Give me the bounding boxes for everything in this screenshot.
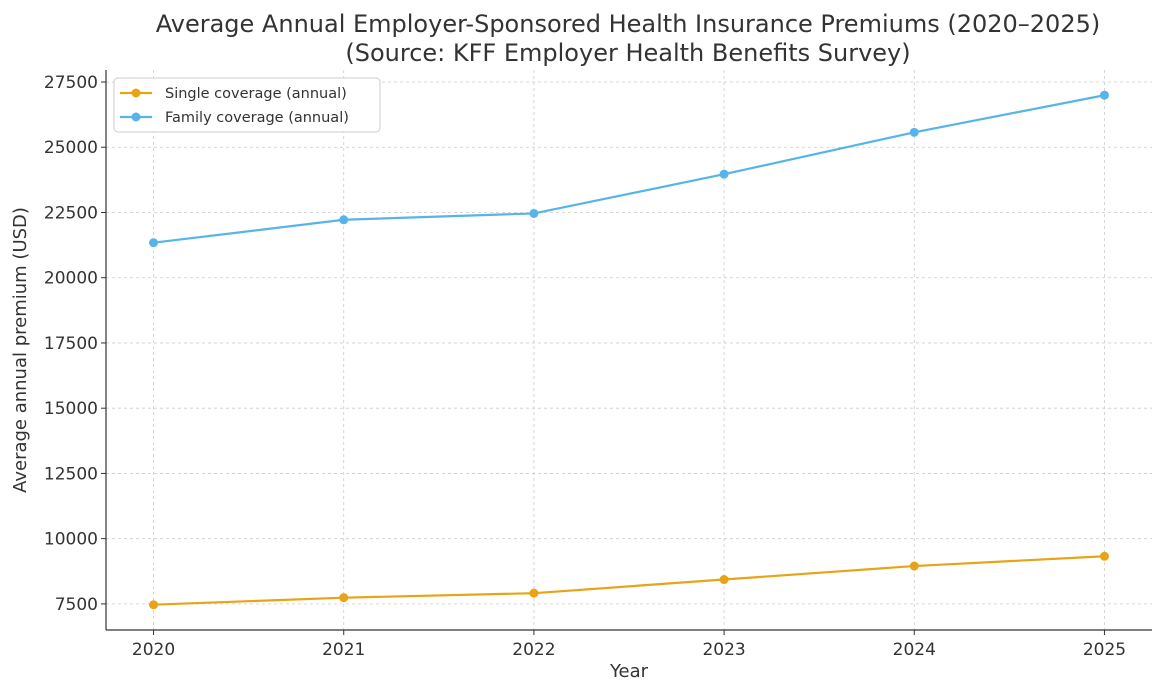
x-axis-label: Year bbox=[609, 661, 649, 682]
axes bbox=[105, 70, 1152, 631]
y-tick-label: 7500 bbox=[55, 595, 98, 615]
chart-title: Average Annual Employer-Sponsored Health… bbox=[156, 10, 1100, 38]
series-line-1 bbox=[153, 94, 1105, 244]
y-tick-label: 17500 bbox=[44, 334, 98, 354]
legend: Single coverage (annual) Family coverage … bbox=[113, 77, 381, 133]
x-tick-label: 2020 bbox=[132, 640, 175, 660]
data-point bbox=[1099, 90, 1109, 100]
ticks: 2020 2021 2022 2023 2024 2025 7500 10000 12500 15… bbox=[44, 73, 1126, 660]
y-tick-label: 22500 bbox=[44, 203, 98, 223]
legend-label: Single coverage (annual) bbox=[165, 86, 347, 102]
data-point bbox=[149, 238, 159, 248]
data-point bbox=[719, 169, 729, 179]
data-point bbox=[149, 600, 159, 610]
y-tick-label: 12500 bbox=[44, 464, 98, 484]
y-axis-label: Average annual premium (USD) bbox=[10, 207, 31, 493]
x-tick-label: 2021 bbox=[322, 640, 365, 660]
legend-label: Family coverage (annual) bbox=[165, 110, 349, 126]
y-tick-label: 27500 bbox=[44, 73, 98, 93]
series bbox=[149, 90, 1109, 610]
y-tick-label: 15000 bbox=[44, 399, 98, 419]
data-point bbox=[339, 215, 349, 225]
data-point bbox=[1099, 551, 1109, 561]
legend-box bbox=[113, 77, 381, 133]
x-tick-label: 2023 bbox=[702, 640, 745, 660]
data-point bbox=[909, 561, 919, 571]
x-tick-label: 2022 bbox=[512, 640, 555, 660]
chart-subtitle: (Source: KFF Employer Health Benefits Su… bbox=[345, 39, 910, 67]
data-point bbox=[339, 593, 349, 603]
grid bbox=[106, 70, 1152, 630]
legend-marker bbox=[131, 112, 141, 122]
data-point bbox=[529, 588, 539, 598]
data-point bbox=[529, 208, 539, 218]
x-tick-label: 2025 bbox=[1083, 640, 1126, 660]
data-point bbox=[909, 127, 919, 137]
series-line-0 bbox=[153, 555, 1105, 606]
y-tick-label: 25000 bbox=[44, 138, 98, 158]
data-point bbox=[719, 575, 729, 585]
y-tick-label: 10000 bbox=[44, 530, 98, 550]
x-tick-label: 2024 bbox=[893, 640, 936, 660]
legend-marker bbox=[131, 88, 141, 98]
y-tick-label: 20000 bbox=[44, 269, 98, 289]
